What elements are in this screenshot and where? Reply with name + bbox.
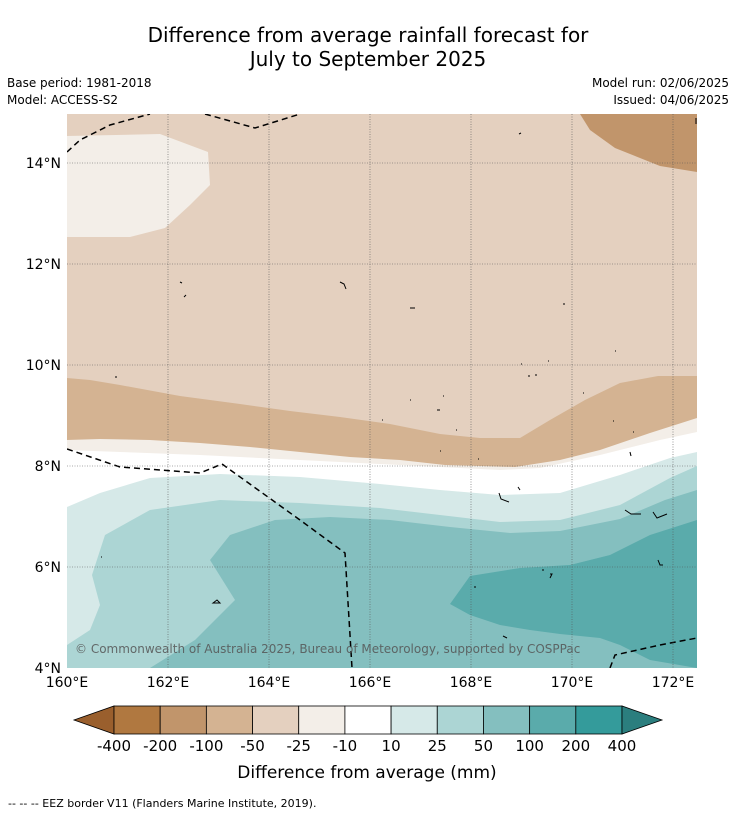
colorbar-tick-label: -100 xyxy=(189,737,223,755)
lat-label: 10°N xyxy=(26,358,61,374)
lon-label: 166°E xyxy=(349,675,392,691)
colorbar-bin xyxy=(529,705,577,735)
eez-border xyxy=(67,114,697,668)
colorbar-bin xyxy=(159,705,207,735)
longitude-axis-labels: 160°E 162°E 164°E 166°E 168°E 170°E 172°… xyxy=(46,675,695,691)
lat-label: 6°N xyxy=(35,560,61,576)
lon-label: 164°E xyxy=(248,675,291,691)
base-period-label: Base period: 1981-2018 xyxy=(7,76,152,90)
colorbar-tick-label: 400 xyxy=(608,737,637,755)
colorbar-bin xyxy=(483,705,531,735)
map-title-line2: July to September 2025 xyxy=(249,47,487,71)
copyright-notice: © Commonwealth of Australia 2025, Bureau… xyxy=(75,642,580,656)
lon-label: 172°E xyxy=(652,675,695,691)
colorbar-bin xyxy=(298,705,346,735)
map-title-line1: Difference from average rainfall forecas… xyxy=(147,23,589,47)
island-markers xyxy=(101,118,697,639)
colorbar-tick-label: 50 xyxy=(474,737,493,755)
colorbar-tick-label: 100 xyxy=(515,737,544,755)
colorbar-bin xyxy=(575,705,623,735)
lat-label: 14°N xyxy=(26,156,61,172)
lon-label: 170°E xyxy=(551,675,594,691)
eez-legend-note: -- -- -- EEZ border V11 (Flanders Marine… xyxy=(8,797,317,810)
colorbar-tick-label: -25 xyxy=(286,737,311,755)
colorbar-tick-label: 10 xyxy=(382,737,401,755)
lat-label: 4°N xyxy=(35,661,61,677)
lon-label: 168°E xyxy=(450,675,493,691)
latitude-axis-labels: 14°N 12°N 10°N 8°N 6°N 4°N xyxy=(26,156,61,677)
colorbar-tick-label: 25 xyxy=(428,737,447,755)
issued-label: Issued: 04/06/2025 xyxy=(613,93,729,107)
colorbar-title: Difference from average (mm) xyxy=(237,763,496,783)
lon-label: 160°E xyxy=(46,675,89,691)
colorbar-bin xyxy=(390,705,438,735)
colorbar-extend-low xyxy=(72,705,115,735)
colorbar: -400 -200 -100 -50 -25 -10 10 25 50 100 200 400 xyxy=(72,705,664,755)
contour-fill-minus-25-north xyxy=(67,134,210,237)
colorbar-tick-label: -400 xyxy=(97,737,131,755)
colorbar-bin xyxy=(344,705,392,735)
model-run-label: Model run: 02/06/2025 xyxy=(591,76,729,90)
contour-fill-minus-200-to-minus-100 xyxy=(580,114,697,172)
graticule xyxy=(67,114,697,668)
colorbar-extend-high xyxy=(621,705,664,735)
colorbar-bin xyxy=(205,705,253,735)
contour-fill-200-to-400 xyxy=(450,520,697,668)
lon-label: 162°E xyxy=(147,675,190,691)
rainfall-contour-map xyxy=(67,114,697,668)
colorbar-bin xyxy=(252,705,300,735)
colorbar-tick-label: -10 xyxy=(333,737,358,755)
lat-label: 8°N xyxy=(35,459,61,475)
model-label: Model: ACCESS-S2 xyxy=(7,93,119,107)
colorbar-bin xyxy=(113,705,161,735)
colorbar-tick-label: -50 xyxy=(240,737,265,755)
colorbar-tick-label: -200 xyxy=(143,737,177,755)
colorbar-tick-label: 200 xyxy=(561,737,590,755)
colorbar-bin xyxy=(436,705,484,735)
lat-label: 12°N xyxy=(26,257,61,273)
